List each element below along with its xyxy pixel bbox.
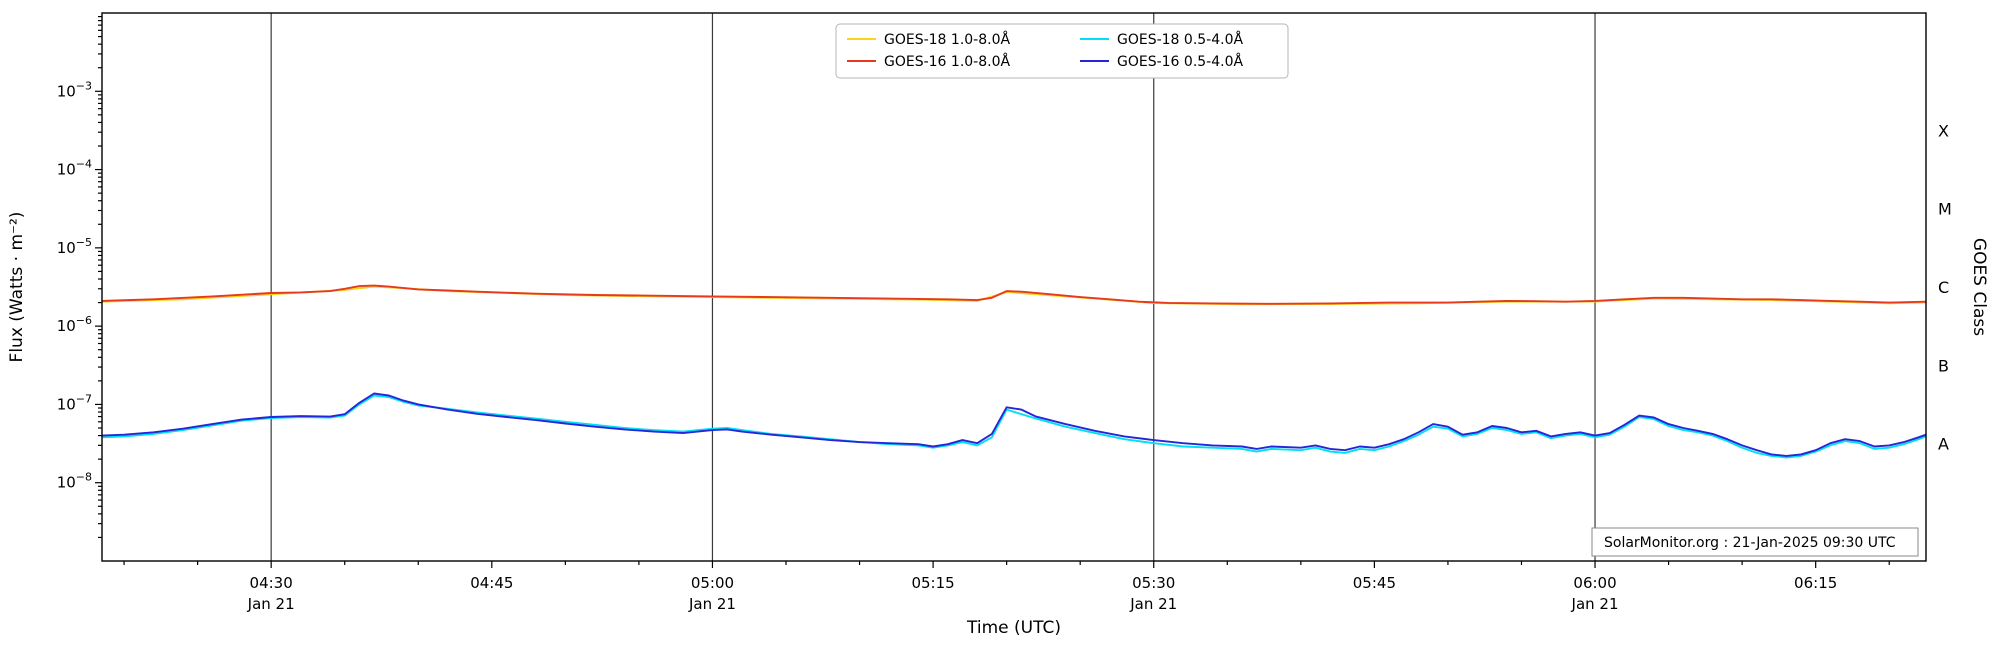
annotation: SolarMonitor.org : 21-Jan-2025 09:30 UTC bbox=[1591, 527, 1919, 557]
x-axis-date-label: Jan 21 bbox=[1571, 595, 1619, 613]
x-axis-tick-label: 04:45 bbox=[470, 574, 513, 592]
x-axis-label: Time (UTC) bbox=[966, 618, 1061, 638]
y-axis-tick-label: 10−8 bbox=[57, 471, 92, 492]
y-axis-tick-label: 10−6 bbox=[57, 314, 92, 335]
x-axis-date-label: Jan 21 bbox=[688, 595, 736, 613]
legend-box bbox=[835, 23, 1289, 79]
legend-label-goes-16-0-5-4-0: GOES-16 0.5-4.0Å bbox=[1117, 53, 1243, 70]
x-axis-date-label: Jan 21 bbox=[1129, 595, 1177, 613]
y-axis-label: Flux (Watts · m⁻²) bbox=[7, 212, 27, 363]
x-axis-tick-label: 04:30 bbox=[250, 574, 293, 592]
x-gridlines bbox=[270, 13, 1596, 561]
annotation-text: SolarMonitor.org : 21-Jan-2025 09:30 UTC bbox=[1604, 535, 1896, 551]
legend-label-goes-18-0-5-4-0: GOES-18 0.5-4.0Å bbox=[1117, 31, 1243, 48]
y-axis-tick-label: 10−3 bbox=[57, 79, 92, 100]
goes-class-letter: C bbox=[1938, 278, 1949, 297]
goes-class-letter: M bbox=[1938, 200, 1952, 219]
y-axis-tick-label: 10−4 bbox=[57, 158, 92, 179]
y-axis-tick-label: 10−5 bbox=[57, 236, 92, 257]
x-axis-date-label: Jan 21 bbox=[247, 595, 295, 613]
x-axis-tick-label: 06:00 bbox=[1573, 574, 1616, 592]
series-line-goes-16-1-0-8-0 bbox=[102, 284, 1926, 305]
goes-class-letter: A bbox=[1938, 435, 1949, 454]
y-axis-ticks: 10−3 10−4 10−5 10−6 10−7 10−8 bbox=[57, 15, 102, 539]
plot-frame bbox=[101, 12, 1927, 562]
y-axis-tick-label: 10−7 bbox=[57, 392, 92, 413]
legend-label-goes-18-1-0-8-0: GOES-18 1.0-8.0Å bbox=[884, 31, 1010, 48]
annotation-box bbox=[1591, 527, 1919, 557]
x-axis-tick-label: 06:15 bbox=[1794, 574, 1837, 592]
legend-label-goes-16-1-0-8-0: GOES-16 1.0-8.0Å bbox=[884, 53, 1010, 70]
x-axis-tick-label: 05:00 bbox=[691, 574, 734, 592]
goes-class-scale: X M C B A bbox=[1938, 121, 1952, 453]
x-axis-tick-label: 05:45 bbox=[1353, 574, 1396, 592]
data-series bbox=[102, 284, 1926, 459]
right-axis-label: GOES Class bbox=[1969, 238, 1989, 336]
x-axis-ticks: 04:30 Jan 21 04:45 05:00 Jan 21 05:15 05:30 Jan… bbox=[123, 561, 1890, 613]
series-line-goes-18-0-5-4-0 bbox=[102, 394, 1926, 459]
series-line-goes-16-0-5-4-0 bbox=[102, 392, 1926, 457]
legend: GOES-18 1.0-8.0Å GOES-16 1.0-8.0Å GOES-18 … bbox=[835, 23, 1289, 79]
x-axis-tick-label: 05:15 bbox=[911, 574, 954, 592]
x-axis-tick-label: 05:30 bbox=[1132, 574, 1175, 592]
goes-class-letter: B bbox=[1938, 356, 1949, 375]
goes-class-letter: X bbox=[1938, 121, 1949, 140]
